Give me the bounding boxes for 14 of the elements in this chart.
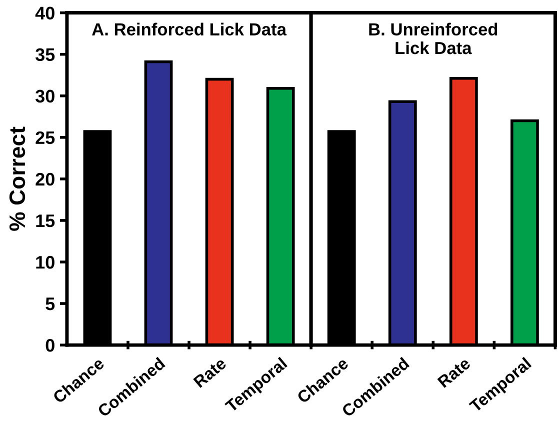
text: B. Unreinforced Lick Data xyxy=(369,22,498,54)
x-tick-label: Rate xyxy=(193,357,227,388)
y-tick-label: 35 xyxy=(35,48,55,62)
y-axis-title: % Correct xyxy=(9,126,26,231)
y-tick-label: 30 xyxy=(35,90,54,103)
y-tick-label: 0 xyxy=(46,338,54,352)
chart-title: A. Reinforced Lick Data xyxy=(92,22,287,36)
y-tick-label: 20 xyxy=(36,172,54,186)
y-tick-label: 40 xyxy=(35,6,54,20)
y-tick-label: 10 xyxy=(36,256,54,269)
x-tick-label: Rate xyxy=(437,357,472,388)
y-tick-label: 15 xyxy=(36,214,55,228)
y-tick-label: 25 xyxy=(36,131,55,144)
y-tick-label: 5 xyxy=(46,298,55,310)
